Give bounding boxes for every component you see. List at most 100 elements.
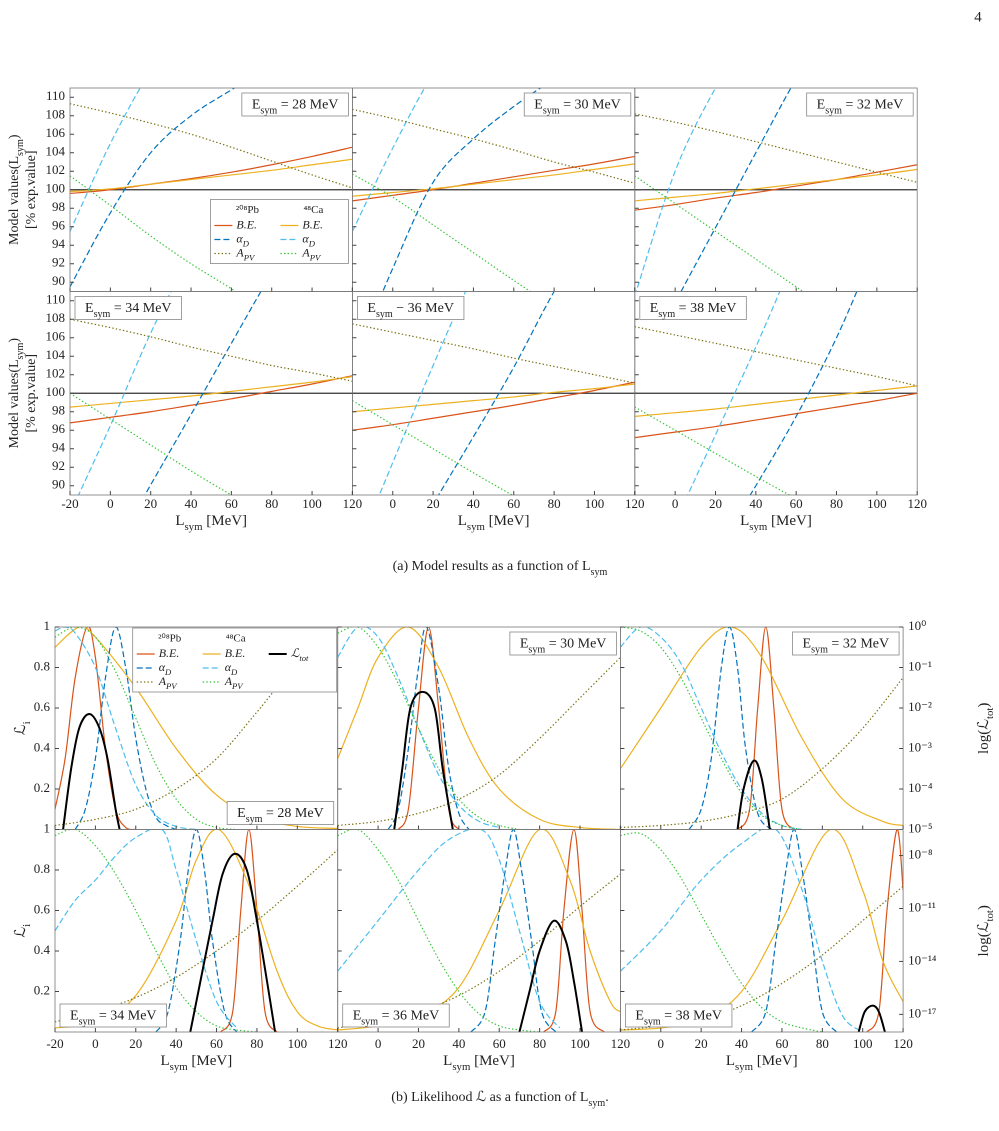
legend-label: αD [225,660,238,677]
annotation-text-part: sym [825,105,842,116]
annotation: Esym = 28 MeV [226,801,335,825]
legend-box [132,627,338,693]
annotation-text-part: E [237,806,246,821]
series-line [857,1004,886,1032]
legend-label: αD [302,231,315,248]
series-line [688,627,773,830]
y-tick-label: 0.2 [34,780,50,795]
y-tick-label: 0.6 [34,901,51,916]
x-axis-label-part: sym [184,521,203,533]
y-axis-label: [% exp.value] [24,150,39,229]
legend-label: APV [301,245,322,262]
annotation-text-part: = 32 MeV [842,98,903,113]
annotation-text-part: E [817,98,826,113]
legend-label-part: PV [231,681,244,691]
annotation-text-part: = 30 MeV [560,98,621,113]
series-line [70,88,236,288]
legend-header: ²⁰⁸Pb [158,633,182,645]
x-tick-label: -20 [46,1036,63,1051]
y-tick-label: 104 [46,144,66,159]
annotation-box [625,1003,733,1028]
annotation-text-part: = 32 MeV [828,637,889,652]
annotation-text-part: = 34 MeV [110,301,171,316]
x-axis-label-part: sym [467,521,486,533]
x-tick-label: 40 [467,496,480,511]
series-line [155,829,238,1032]
series-line [437,291,555,495]
annotation-text-part: sym [260,105,277,116]
annotation-box [74,296,182,320]
series-line [55,630,338,827]
series-line [55,829,257,1032]
y-tick-label: 1 [44,820,51,835]
annotation-box [806,92,914,117]
plot-area [70,291,353,495]
x-tick-label: 20 [709,496,722,511]
annotation: Esym = 32 MeV [806,92,914,117]
panel-frame [620,829,904,1033]
legend-label-part: B.E. [236,217,257,231]
series-line [220,829,278,1032]
x-tick-label: 120 [907,496,927,511]
series-line [144,291,262,495]
annotation-text-part: E [650,301,659,316]
annotation-text: Esym = 34 MeV [70,1009,157,1028]
y-axis-label: Model values(Lsym) [7,134,26,245]
x-tick-label: 20 [427,496,440,511]
x-tick-label: 0 [672,496,679,511]
annotation: Esym = 28 MeV [241,92,349,117]
series-line [634,392,918,439]
y-tick-label: 90 [52,477,65,492]
y-axis-label-part: Model values(L [7,359,22,448]
y2-tick-label: 10⁻¹ [908,658,932,673]
annotation-text: Esym = 38 MeV [635,1009,722,1028]
x-axis-label-part: L [443,1053,452,1069]
y-axis-label-part: i [21,721,33,724]
annotation-text: Esym = 28 MeV [237,806,324,825]
annotation-box [639,296,747,320]
x-tick-label: 120 [611,1036,631,1051]
legend-label-part: α [236,231,243,245]
x-tick-label: 60 [507,496,520,511]
annotation-text-part: sym [811,644,828,655]
annotation: Esym = 30 MeV [509,631,617,656]
legend-label-part: D [242,238,250,248]
y2-tick-label: 10⁻¹¹ [908,899,936,914]
x-axis-label: Lsym [MeV] [160,1053,232,1073]
y-tick-label: 0.2 [34,982,50,997]
legend-label: B.E. [302,217,323,231]
annotation-box [226,801,335,825]
legend-label-part: α [159,660,166,674]
series-line [55,849,338,1023]
annotation-text: Esym = 38 MeV [650,301,737,320]
series-line [620,829,864,1032]
legend-label-part: PV [243,252,256,262]
annotation-box [241,92,349,117]
y-axis-label-part: i [21,924,33,927]
y-tick-label: 106 [46,329,66,344]
series-line [634,113,918,183]
x-tick-label: 80 [548,496,561,511]
y-axis-label-part: ℒ [13,927,29,938]
y-axis-label-part: ℒ [13,724,29,735]
annotation-text-part: sym [644,1016,661,1027]
annotation-box [509,631,617,656]
annotation: Esym = 38 MeV [639,296,747,320]
series-line [352,381,635,431]
x-tick-label: 40 [185,496,198,511]
x-tick-label: 100 [853,1036,873,1051]
series-line [737,627,795,830]
y-tick-label: 0.4 [34,942,51,957]
annotation-text-part: E [252,98,261,113]
y-tick-label: 94 [52,236,66,251]
x-tick-label: 80 [265,496,278,511]
x-tick-label: 120 [343,496,363,511]
figure-caption: (b) Likelihood ℒ as a function of Lsym. [391,1090,608,1109]
x-axis-label-part: [MeV] [470,1053,515,1069]
series-line [70,146,353,195]
x-tick-label: 0 [92,1036,99,1051]
legend-label-part: α [302,231,309,245]
legend-header: ⁴⁸Ca [303,204,323,216]
